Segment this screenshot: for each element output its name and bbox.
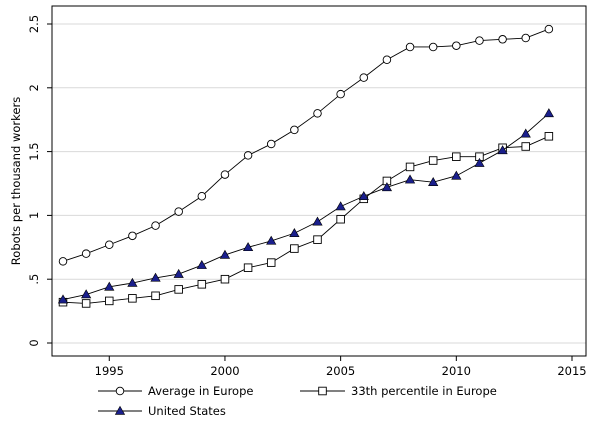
series-2-point-16	[428, 177, 439, 186]
legend-item-1: 33th percentile in Europe	[300, 384, 497, 398]
series-2-point-19	[497, 145, 508, 155]
series-2-point-20	[520, 128, 531, 138]
legend-label-2: United States	[148, 404, 226, 418]
legend-marker-2	[114, 405, 126, 415]
series-2-point-10	[289, 228, 300, 238]
series-1-point-7	[220, 274, 230, 284]
series-2	[57, 108, 554, 304]
series-0-point-5	[174, 207, 183, 216]
x-tick-label-1: 2000	[210, 364, 239, 378]
legend-item-0: Average in Europe	[98, 384, 253, 398]
axes	[47, 5, 587, 361]
series-0-point-21	[544, 24, 554, 34]
series-0-point-7	[220, 170, 230, 179]
series-1-point-5	[174, 285, 183, 294]
series-2-point-4	[150, 272, 161, 282]
series-line-2	[62, 112, 550, 301]
y-tick-label-4: 2	[27, 84, 41, 91]
series-0-point-1	[81, 249, 91, 258]
grid-lines	[52, 23, 586, 344]
legend-label-1: 33th percentile in Europe	[351, 384, 497, 398]
series-0-point-14	[382, 55, 392, 64]
series-0-point-10	[290, 125, 299, 135]
series-0-point-0	[58, 257, 68, 266]
series-line-1	[62, 135, 550, 304]
legend-item-2: United States	[98, 404, 226, 418]
series-2-point-0	[57, 294, 69, 304]
series-1-point-15	[405, 162, 415, 172]
x-tick-label-2: 2005	[326, 364, 355, 378]
series-2-point-5	[173, 268, 184, 278]
series-2-point-11	[312, 216, 323, 226]
y-tick-label-0: 0	[27, 339, 41, 346]
series-1-point-12	[336, 214, 345, 224]
series-0-point-19	[498, 35, 507, 44]
y-tick-label-1: .5	[27, 274, 41, 285]
series-0-point-16	[428, 42, 438, 52]
y-axis-title: Robots per thousand workers	[9, 97, 23, 265]
plot-frame	[51, 5, 587, 357]
series-1-point-11	[313, 235, 322, 244]
series-0-point-12	[336, 89, 345, 99]
series-0-point-6	[197, 192, 207, 201]
y-tick-label-5: 2.5	[27, 15, 41, 33]
series-2-point-2	[104, 281, 115, 291]
series-2-point-21	[543, 108, 554, 118]
series-line-0	[62, 28, 550, 262]
series-0-point-3	[128, 231, 137, 241]
x-tick-label-0: 1995	[95, 364, 124, 378]
series-1-point-3	[128, 294, 137, 303]
series-1-point-4	[151, 291, 160, 301]
series-2-point-12	[335, 201, 346, 211]
series-0	[58, 24, 554, 266]
legend: Average in Europe 33th percentile in Euro…	[98, 384, 497, 418]
series-1-point-20	[521, 142, 530, 151]
series-1-point-21	[544, 132, 554, 141]
series-2-point-7	[219, 249, 231, 259]
series-0-point-15	[405, 42, 415, 52]
series-2-point-8	[242, 242, 254, 252]
series-2-point-1	[81, 289, 92, 299]
series-0-point-11	[313, 109, 322, 118]
series-2-point-3	[127, 277, 138, 287]
series-0-point-9	[266, 139, 276, 149]
series-1-point-6	[197, 280, 207, 289]
series-1-point-9	[266, 258, 276, 267]
y-tick-label-3: 1.5	[27, 142, 41, 160]
x-tick-label-4: 2015	[557, 364, 586, 378]
y-tick-label-2: 1	[27, 212, 41, 219]
series-1-point-17	[452, 152, 461, 161]
series-1-point-10	[290, 244, 299, 253]
series-2-point-14	[381, 182, 393, 192]
series-1-point-1	[81, 299, 91, 308]
legend-marker-0	[115, 386, 125, 396]
x-tick-label-3: 2010	[442, 364, 471, 378]
series-0-point-13	[359, 73, 369, 82]
series-0-point-8	[243, 151, 253, 160]
series-1-point-8	[243, 263, 253, 272]
series-2-point-18	[474, 157, 485, 167]
series-2-point-17	[451, 170, 462, 180]
series-1-point-16	[428, 156, 438, 165]
series-2-point-13	[358, 191, 369, 201]
series-2-point-15	[404, 174, 416, 184]
legend-label-0: Average in Europe	[148, 384, 253, 398]
series-0-point-2	[105, 240, 114, 249]
series-2-point-9	[266, 235, 277, 245]
legend-marker-1	[318, 386, 327, 396]
series-0-point-20	[521, 33, 530, 43]
series-1	[58, 132, 554, 308]
series-layer	[57, 24, 554, 308]
series-0-point-18	[475, 36, 484, 45]
series-0-point-4	[151, 221, 160, 230]
series-0-point-17	[452, 41, 461, 50]
series-1-point-2	[105, 296, 114, 306]
series-2-point-6	[196, 259, 207, 269]
x-tick-labels: 1995 2000 2005 2010 2015	[95, 364, 587, 378]
y-tick-labels: 0 .5 1 1.5 2 2.5	[27, 15, 41, 347]
